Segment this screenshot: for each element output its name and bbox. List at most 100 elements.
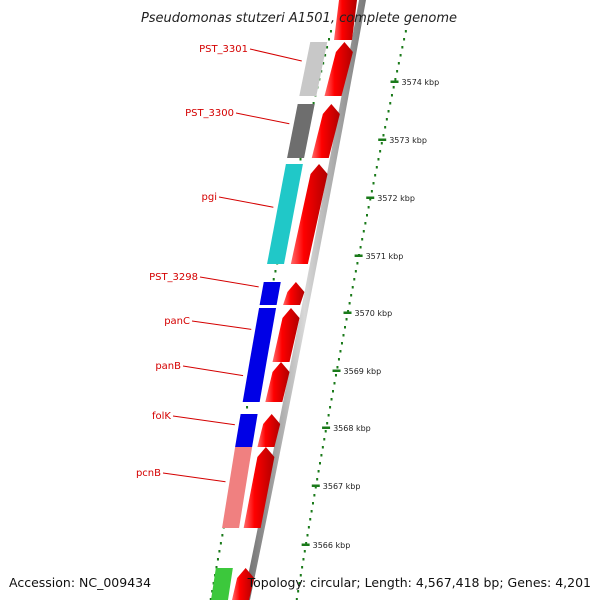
outer-tick [342,334,345,337]
outer-tick [295,598,298,600]
outer-tick [351,286,354,289]
gene-label: PST_3301 [199,44,248,55]
outer-tick [348,302,351,305]
outer-tick [330,398,333,401]
gene-leader-line [218,196,274,208]
inner-tick [326,46,329,49]
outer-tick [337,358,340,361]
inner-tick [219,542,222,545]
inner-tick [216,558,219,561]
gene-arrow[interactable] [257,414,281,447]
outer-tick [382,134,385,137]
outer-tick [316,478,319,481]
kbp-tick [322,426,331,429]
kbp-label: 3568 kbp [333,424,371,433]
outer-tick [350,294,353,297]
outer-tick [317,470,320,473]
kbp-label: 3567 kbp [323,482,361,491]
outer-tick [314,486,317,489]
outer-tick [379,150,382,153]
outer-tick [311,502,314,505]
gene-block[interactable] [211,568,233,600]
outer-tick [298,582,301,585]
gene-block[interactable] [267,164,303,264]
inner-tick [322,62,325,65]
gene-block[interactable] [242,362,267,402]
genome-title: Pseudomonas stutzeri A1501, complete gen… [141,11,457,26]
outer-tick [394,78,397,81]
gene-leader-line [162,472,226,483]
gene-arrow[interactable] [324,42,353,96]
outer-tick [390,94,393,97]
gene-arrow[interactable] [283,282,305,305]
gene-block[interactable] [259,282,281,305]
outer-tick [320,454,323,457]
gene-arrow[interactable] [272,308,300,362]
outer-tick [332,390,335,393]
outer-tick [396,70,399,73]
outer-tick [385,118,388,121]
outer-tick [299,574,302,577]
gene-track [211,0,357,600]
inner-tick [246,406,249,409]
outer-tick [301,566,304,569]
gene-leader-line [182,365,244,377]
gene-block[interactable] [299,42,328,96]
inner-tick [312,102,315,105]
outer-tick [369,198,372,201]
outer-tick [326,422,329,425]
gene-label: panB [155,361,181,372]
gene-arrow[interactable] [232,568,255,600]
outer-tick [327,414,330,417]
gene-leader-line [235,112,290,125]
gene-label: panC [164,316,190,327]
gene-block[interactable] [249,308,277,362]
gene-block[interactable] [222,447,253,528]
inner-tick [209,598,212,600]
inner-tick [324,54,327,57]
outer-tick [309,518,312,521]
outer-tick [310,510,313,513]
kbp-label: 3573 kbp [389,136,427,145]
kbp-tick [332,369,341,372]
kbp-label: 3572 kbp [377,194,415,203]
outer-tick [361,238,364,241]
outer-tick [397,62,400,65]
kbp-label: 3570 kbp [354,309,392,318]
outer-tick [365,214,368,217]
outer-tick [401,46,404,49]
inner-tick [211,590,214,593]
outer-tick [305,542,308,545]
outer-tick [403,38,406,41]
gene-arrow[interactable] [334,0,357,40]
gene-leader-line [199,276,259,288]
outer-tick [324,430,327,433]
outer-tick [307,526,310,529]
inner-tick [221,534,224,537]
outer-tick [353,278,356,281]
outer-tick [375,166,378,169]
outer-tick [364,222,367,225]
gene-arrow[interactable] [290,164,328,264]
outer-tick [347,310,350,313]
gene-leader-line [172,415,235,426]
outer-tick [318,462,321,465]
gene-leader-line [249,48,302,62]
gene-arrow[interactable] [265,362,290,402]
outer-tick [384,126,387,129]
outer-tick [323,438,326,441]
gene-arrow[interactable] [243,447,275,528]
outer-tick [387,110,390,113]
kbp-tick [354,254,363,257]
gene-arrow[interactable] [311,104,340,158]
inner-tick [274,270,277,273]
gene-block[interactable] [287,104,315,158]
gene-label: pcnB [136,468,161,479]
gene-label: pgi [202,192,217,203]
outer-tick [380,142,383,145]
outer-tick [367,206,370,209]
outer-tick [340,342,343,345]
gene-block[interactable] [235,414,258,447]
outer-tick [297,590,300,593]
